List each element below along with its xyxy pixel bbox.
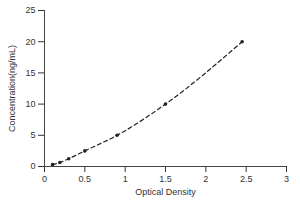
svg-text:1: 1: [123, 174, 128, 184]
svg-text:1.5: 1.5: [159, 174, 172, 184]
svg-text:3: 3: [284, 174, 289, 184]
svg-text:25: 25: [25, 5, 35, 15]
svg-text:0: 0: [30, 161, 35, 171]
svg-text:2.5: 2.5: [240, 174, 253, 184]
svg-text:15: 15: [25, 68, 35, 78]
svg-text:Optical Density: Optical Density: [135, 187, 196, 197]
svg-text:0.5: 0.5: [79, 174, 92, 184]
svg-text:5: 5: [30, 130, 35, 140]
svg-text:0: 0: [42, 174, 47, 184]
svg-text:20: 20: [25, 37, 35, 47]
svg-text:Concentration(ng/mL): Concentration(ng/mL): [7, 45, 17, 132]
svg-text:10: 10: [25, 99, 35, 109]
svg-text:2: 2: [203, 174, 208, 184]
